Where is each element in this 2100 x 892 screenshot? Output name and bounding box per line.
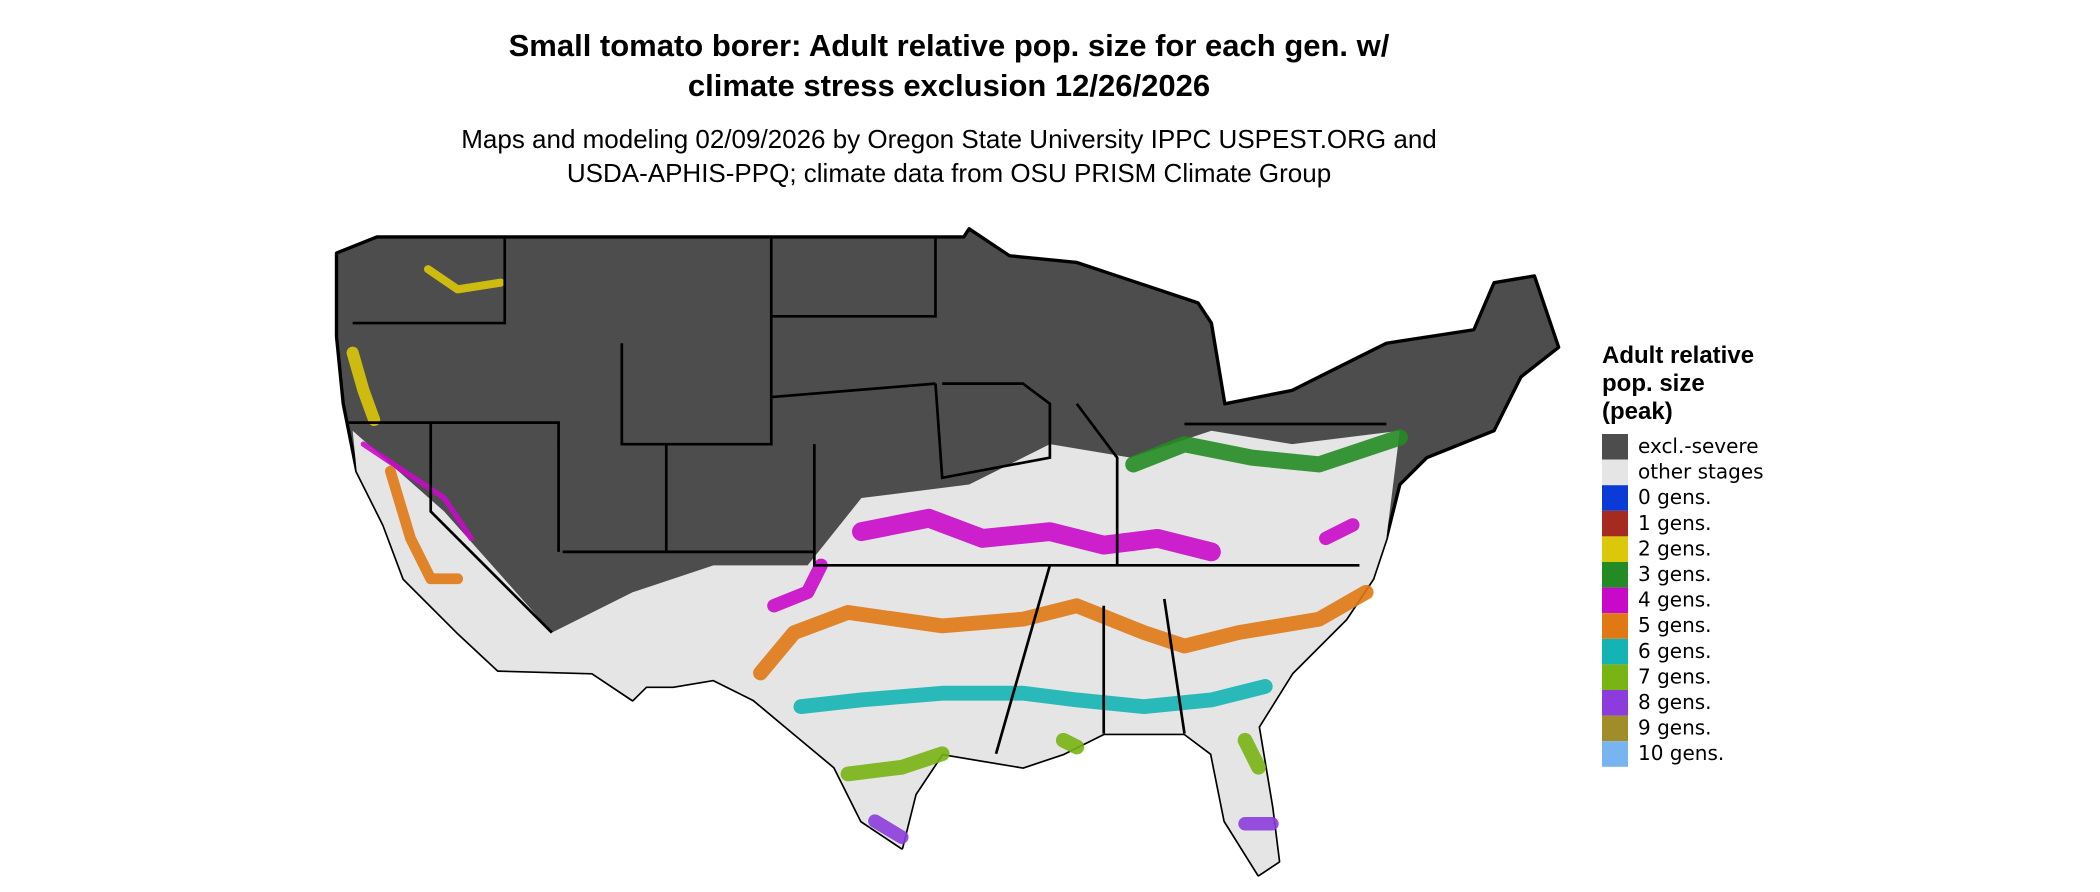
state-lines	[347, 236, 1387, 755]
legend-label: 9 gens.	[1638, 716, 1712, 740]
legend-title: Adult relative	[1602, 342, 1754, 369]
legend-label: 6 gens.	[1638, 639, 1712, 663]
generation-band	[793, 679, 1273, 715]
legend-swatch	[1602, 459, 1628, 486]
legend-swatch	[1602, 715, 1628, 742]
generation-band	[423, 265, 505, 294]
generation-band	[753, 584, 1374, 681]
legend-title: pop. size	[1602, 370, 1705, 397]
legend-label: 1 gens.	[1638, 511, 1712, 535]
legend-swatch	[1602, 741, 1628, 767]
subtitle: Maps and modeling 02/09/2026 by Oregon S…	[461, 124, 1437, 154]
generation-band	[346, 346, 381, 427]
generation-band	[1125, 429, 1408, 473]
title: climate stress exclusion 12/26/2026	[688, 68, 1210, 103]
generation-band	[852, 508, 1221, 562]
legend-label: 4 gens.	[1638, 588, 1712, 612]
us-map	[334, 227, 1561, 877]
generation-band	[384, 465, 464, 585]
legend-swatch	[1602, 562, 1628, 588]
legend-swatch	[1602, 587, 1628, 614]
legend-swatch	[1602, 664, 1628, 690]
legend-label: 5 gens.	[1638, 613, 1712, 637]
legend-label: 7 gens.	[1638, 664, 1712, 688]
legend-swatch	[1602, 690, 1628, 716]
legend-swatch	[1602, 510, 1628, 537]
legend-label: other stages	[1638, 460, 1764, 484]
legend-label: 0 gens.	[1638, 485, 1712, 509]
title: Small tomato borer: Adult relative pop. …	[509, 28, 1390, 63]
subtitle: USDA-APHIS-PPQ; climate data from OSU PR…	[567, 158, 1331, 188]
legend-swatch	[1602, 638, 1628, 665]
legend-swatch	[1602, 485, 1628, 511]
legend-label: 10 gens.	[1638, 741, 1724, 765]
generation-band	[868, 814, 1279, 844]
legend-label: 8 gens.	[1638, 690, 1712, 714]
legend-swatch	[1602, 434, 1628, 460]
generation-band	[840, 732, 1266, 782]
generation-band	[767, 518, 1360, 613]
legend-label: 3 gens.	[1638, 562, 1712, 586]
legend-swatch	[1602, 536, 1628, 562]
legend-label: 2 gens.	[1638, 536, 1712, 560]
legend-title: (peak)	[1602, 398, 1673, 425]
generation-band	[360, 441, 474, 542]
legend-label: excl.-severe	[1638, 434, 1759, 458]
legend-swatch	[1602, 613, 1628, 639]
